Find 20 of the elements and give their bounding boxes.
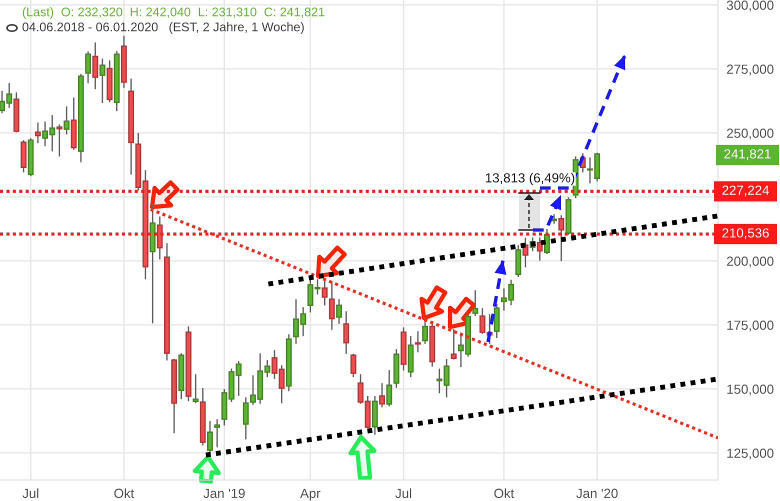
x-tick-label: Jan '20 [576, 488, 618, 498]
x-tick-label: Okt [114, 488, 134, 498]
x-tick-label: Apr [300, 488, 320, 501]
y-tick-label: 275,000 [726, 64, 774, 76]
ref-line-label: 210,536 [722, 228, 769, 240]
x-tick-label: Jan '19 [203, 488, 245, 498]
y-tick-label: 125,000 [727, 448, 774, 460]
y-tick-label: 250,000 [726, 128, 774, 140]
text: (Last) O: 232,320 H: 242,040 L: 231,310 C: 241,821 [22, 7, 324, 19]
text: 241,821 [724, 149, 771, 160]
x-tick-label: Okt [494, 488, 514, 498]
x-tick-label: Jul [22, 488, 38, 498]
x-tick-label: Jul [395, 488, 412, 498]
text: 04.06.2018 - 06.01.2020 (EST, 2 Jahre, 1 Woche) [22, 22, 304, 34]
y-tick-label: 150,000 [727, 384, 774, 396]
y-tick-label: 175,000 [727, 320, 774, 332]
ref-line-label: 227,224 [722, 185, 769, 196]
y-tick-label: 300,000 [726, 0, 774, 12]
annotation: 13,813 (6,49%) [486, 172, 574, 186]
y-tick-label: 200,000 [726, 256, 774, 268]
